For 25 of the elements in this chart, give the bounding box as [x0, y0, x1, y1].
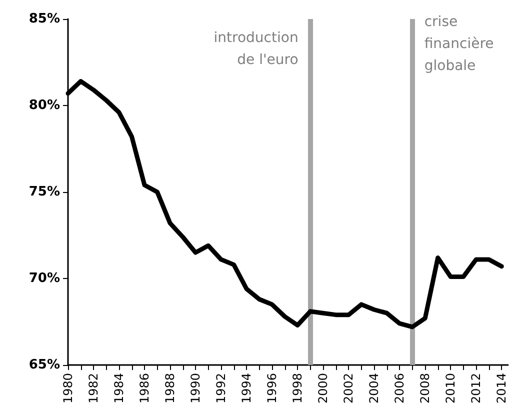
x-tick-label: 2010 [444, 373, 458, 404]
y-tick-label: 70% [28, 271, 60, 286]
ref-line-label: introduction de l'euro [214, 30, 298, 68]
x-tick-label: 2012 [469, 373, 484, 404]
x-tick-label: 2004 [367, 373, 382, 404]
x-tick-label: 1988 [163, 373, 178, 404]
x-tick-label: 2000 [316, 373, 330, 404]
x-tick-label: 1982 [86, 373, 101, 404]
x-tick-label: 2006 [392, 373, 407, 404]
x-tick-label: 1996 [265, 373, 280, 404]
x-tick-label: 1992 [214, 373, 228, 404]
x-tick-label: 1986 [138, 373, 152, 404]
x-tick-label: 2014 [494, 373, 509, 404]
y-tick-label: 75% [28, 184, 60, 200]
ref-line-label: crise financière globale [424, 14, 494, 74]
x-tick-label: 2008 [418, 373, 432, 404]
y-tick-label: 65% [28, 358, 60, 372]
x-tick-label: 2002 [342, 373, 356, 404]
y-tick-label: 80% [28, 98, 60, 113]
y-tick-label: 85% [28, 12, 60, 26]
x-tick-label: 1990 [188, 373, 203, 404]
x-tick-label: 1994 [240, 373, 254, 404]
x-tick-label: 1998 [290, 373, 305, 404]
x-tick-label: 1980 [61, 373, 75, 404]
x-tick-label: 1984 [112, 373, 126, 404]
